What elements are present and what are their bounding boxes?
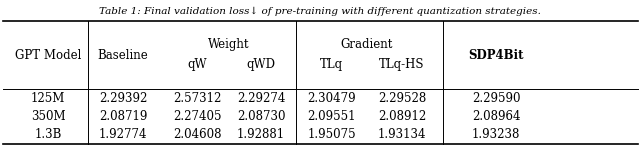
Text: TLq: TLq	[320, 58, 343, 71]
Text: 1.95075: 1.95075	[307, 128, 356, 141]
Text: 350M: 350M	[31, 110, 65, 123]
Text: 1.92774: 1.92774	[99, 128, 147, 141]
Text: 2.30479: 2.30479	[307, 92, 356, 105]
Text: 2.09551: 2.09551	[307, 110, 356, 123]
Text: 2.08719: 2.08719	[99, 110, 147, 123]
Text: 1.93238: 1.93238	[472, 128, 520, 141]
Text: 2.08912: 2.08912	[378, 110, 426, 123]
Text: qWD: qWD	[246, 58, 276, 71]
Text: 1.92881: 1.92881	[237, 128, 285, 141]
Text: Baseline: Baseline	[97, 49, 148, 62]
Text: qW: qW	[188, 58, 207, 71]
Text: 2.04608: 2.04608	[173, 128, 221, 141]
Text: 125M: 125M	[31, 92, 65, 105]
Text: TLq-HS: TLq-HS	[379, 58, 425, 71]
Text: 1.93134: 1.93134	[378, 128, 426, 141]
Text: GPT Model: GPT Model	[15, 49, 81, 62]
Text: 2.29528: 2.29528	[378, 92, 426, 105]
Text: 2.57312: 2.57312	[173, 92, 221, 105]
Text: SDP4Bit: SDP4Bit	[468, 49, 524, 62]
Text: 2.08964: 2.08964	[472, 110, 520, 123]
Text: Gradient: Gradient	[340, 38, 393, 51]
Text: 2.29274: 2.29274	[237, 92, 285, 105]
Text: 2.08730: 2.08730	[237, 110, 285, 123]
Text: 1.3B: 1.3B	[35, 128, 61, 141]
Text: 2.29392: 2.29392	[99, 92, 147, 105]
Text: 2.29590: 2.29590	[472, 92, 520, 105]
Text: Table 1: Final validation loss↓ of pre-training with different quantization stra: Table 1: Final validation loss↓ of pre-t…	[99, 7, 541, 16]
Text: Weight: Weight	[209, 38, 250, 51]
Text: 2.27405: 2.27405	[173, 110, 221, 123]
